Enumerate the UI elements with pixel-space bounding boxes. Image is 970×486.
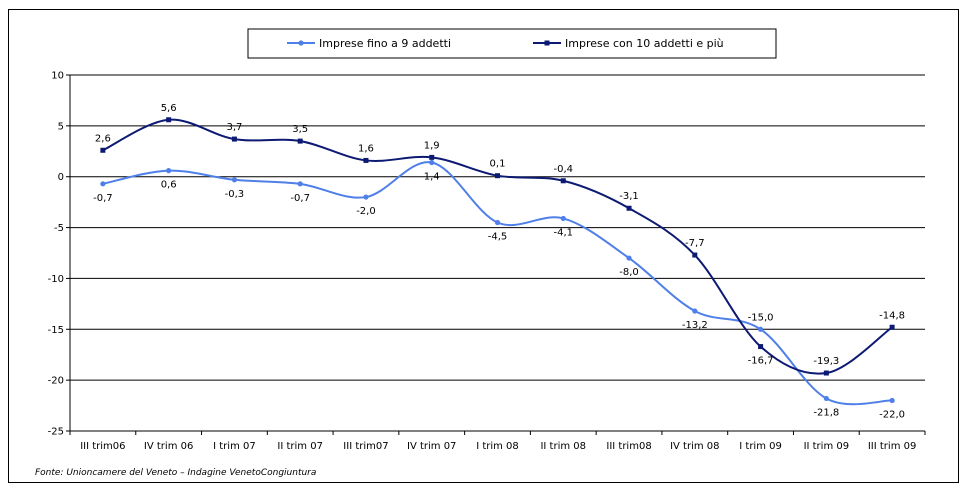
data-point <box>429 154 435 160</box>
data-point <box>823 370 829 376</box>
x-tick-label: I trim 09 <box>739 441 782 452</box>
data-label: -2,0 <box>356 206 376 217</box>
data-point <box>166 117 172 123</box>
data-point <box>166 168 172 174</box>
data-point <box>560 178 566 184</box>
data-point <box>758 344 764 350</box>
data-point <box>495 173 500 179</box>
data-label: -3,1 <box>619 191 639 202</box>
x-tick-label: IV trim 06 <box>144 441 193 452</box>
data-label: -15,0 <box>748 312 774 323</box>
data-label: 0,6 <box>161 180 177 191</box>
legend-marker <box>544 40 550 46</box>
data-label: 1,4 <box>424 171 440 182</box>
data-point <box>100 181 106 187</box>
data-label: 1,9 <box>424 140 440 151</box>
y-tick-label: -10 <box>48 274 64 285</box>
data-point <box>231 136 237 142</box>
series-group: -0,7 0,6 -0,3 -0,7 -2,0 1,4 -4,5 -4,1 -8,0 -13,2 -… <box>93 103 905 421</box>
data-label: -19,3 <box>813 356 839 367</box>
data-point <box>757 326 764 332</box>
legend-box <box>247 28 777 59</box>
data-point <box>363 157 369 163</box>
x-tick-label: III trim06 <box>80 441 125 452</box>
data-label: 3,5 <box>292 124 308 135</box>
series-2: 2,6 5,6 3,7 3,5 1,6 1,9 0,1 -0,4 -3,1 -7,7 -16,7 -1… <box>95 103 905 376</box>
series-line <box>102 161 893 406</box>
data-label: -22,0 <box>879 409 905 420</box>
data-point <box>823 395 829 402</box>
x-tick-label: IV trim 07 <box>407 441 456 452</box>
legend-marker <box>298 40 304 46</box>
legend-label: Imprese con 10 addetti e più <box>565 37 724 50</box>
y-tick-label: 10 <box>51 71 64 82</box>
chart-frame <box>8 9 959 483</box>
source-note: Fonte: Unioncamere del Veneto – Indagine… <box>35 468 317 478</box>
y-axis: 10 5 0 -5 -10 -15 -20 -25 <box>48 71 71 438</box>
data-label: -8,0 <box>619 267 639 278</box>
x-tick-label: IV trim 08 <box>670 441 719 452</box>
legend: Imprese fino a 9 addetti Imprese con 10 a… <box>247 28 777 59</box>
data-point <box>692 252 698 258</box>
y-tick-label: 5 <box>58 121 64 132</box>
y-tick-label: -25 <box>48 427 64 438</box>
y-tick-label: -20 <box>48 376 64 387</box>
x-tick-label: III trim 09 <box>868 441 916 452</box>
data-point <box>363 194 369 200</box>
data-point <box>429 159 435 166</box>
x-tick-label: I trim 07 <box>213 441 256 452</box>
data-point <box>889 324 895 330</box>
data-label: -4,1 <box>554 227 574 238</box>
data-point <box>231 177 238 183</box>
data-label: 1,6 <box>358 143 374 154</box>
data-label: -0,7 <box>290 193 310 204</box>
y-tick-label: -15 <box>48 325 64 336</box>
data-label: 0,1 <box>490 159 506 170</box>
data-label: -7,7 <box>685 238 705 249</box>
legend-label: Imprese fino a 9 addetti <box>319 37 451 50</box>
x-tick-label: III trim07 <box>343 441 388 452</box>
data-point <box>100 147 106 153</box>
data-label: -0,3 <box>225 189 245 200</box>
data-point <box>889 397 895 404</box>
data-point <box>494 219 501 226</box>
data-point <box>297 138 303 144</box>
x-tick-label: III trim08 <box>606 441 651 452</box>
y-tick-label: -5 <box>54 223 64 234</box>
x-tick-label: II trim 09 <box>804 441 850 452</box>
data-label: 2,6 <box>95 133 111 144</box>
x-tick-label: II trim 08 <box>540 441 586 452</box>
y-tick-label: 0 <box>58 172 64 183</box>
data-label: 5,6 <box>161 103 177 114</box>
data-label: -0,4 <box>554 164 574 175</box>
data-label: -21,8 <box>813 407 839 418</box>
data-point <box>692 308 698 314</box>
gridlines <box>70 74 925 432</box>
data-label: -0,7 <box>93 193 113 204</box>
data-label: -16,7 <box>748 356 774 367</box>
x-tick-label: I trim 08 <box>476 441 519 452</box>
data-label: -13,2 <box>682 320 708 331</box>
data-point <box>560 215 566 222</box>
series-1: -0,7 0,6 -0,3 -0,7 -2,0 1,4 -4,5 -4,1 -8,0 -13,2 -… <box>93 159 905 420</box>
x-axis: III trim06 IV trim 06 I trim 07 II trim 07 I… <box>69 431 926 452</box>
data-label: -4,5 <box>488 231 508 242</box>
data-label: -14,8 <box>879 310 905 321</box>
data-label: 3,7 <box>226 122 242 133</box>
x-tick-label: II trim 07 <box>277 441 323 452</box>
data-point <box>297 181 303 187</box>
data-point <box>626 205 632 211</box>
data-point <box>626 255 632 261</box>
